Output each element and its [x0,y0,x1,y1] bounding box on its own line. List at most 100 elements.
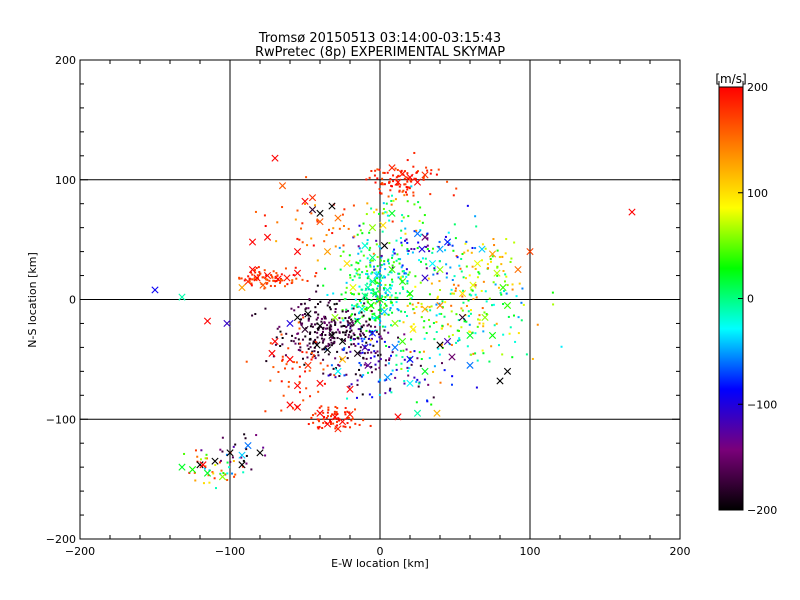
data-points [151,151,636,490]
data-point-dot [457,284,460,287]
data-point-dot [366,202,369,205]
data-point-dot [211,471,214,474]
data-point-dot [296,237,299,240]
data-point-dot [258,271,261,274]
data-point-dot [378,168,381,171]
data-point-dot [248,277,251,280]
data-point-x [323,346,332,354]
data-point-dot [391,304,394,307]
data-point-x [293,313,302,322]
data-point-dot [245,448,248,451]
data-point-dot [389,307,392,310]
data-point-dot [409,297,412,300]
data-point-dot [407,374,410,377]
data-point-dot [425,332,428,335]
data-point-dot [410,325,413,328]
data-point-dot [401,286,404,289]
data-point-x [391,319,399,328]
data-point-x [380,242,389,250]
data-point-dot [327,345,330,348]
data-point-dot [369,309,372,312]
data-point-dot [301,314,304,317]
data-point-dot [402,321,405,324]
data-point-dot [352,293,355,296]
data-point-dot [397,183,400,186]
data-point-dot [464,277,467,280]
data-point-dot [243,433,246,436]
data-point-x [323,248,332,256]
colorbar-tick-label: 0 [747,293,754,306]
data-point-dot [375,329,378,332]
data-point-dot [379,358,382,361]
data-point-dot [482,325,485,328]
data-point-x [263,233,272,241]
data-point-dot [379,310,382,313]
data-point-dot [451,375,454,378]
data-point-dot [362,254,365,257]
data-point-dot [387,273,390,276]
data-point-dot [312,354,315,357]
data-point-dot [383,263,386,266]
x-tick-label: 100 [520,545,541,558]
data-point-x [433,409,441,417]
data-point-dot [349,330,352,333]
data-point-dot [374,363,377,366]
data-point-dot [338,375,341,378]
data-point-dot [378,300,381,303]
data-point-dot [457,329,460,332]
data-point-dot [419,260,422,263]
data-point-x [380,307,389,316]
data-point-dot [322,372,325,375]
data-point-dot [240,456,243,459]
data-point-x [248,238,257,246]
data-point-dot [398,292,401,295]
data-point-dot [301,338,304,341]
data-point-dot [356,336,359,339]
y-axis-label: N-S location [km] [26,252,39,348]
data-point-dot [471,246,474,249]
data-point-dot [266,281,269,284]
data-point-dot [354,298,357,301]
data-point-dot [378,323,381,326]
data-point-dot [341,310,344,313]
data-point-dot [385,202,388,205]
data-point-dot [382,207,385,210]
data-point-dot [415,305,418,308]
data-point-dot [335,302,338,305]
data-point-x [278,182,287,190]
data-point-dot [310,351,313,354]
data-point-dot [517,332,520,335]
data-point-dot [397,272,400,275]
data-point-dot [261,276,264,279]
data-point-x [376,295,384,304]
data-point-dot [413,151,416,154]
data-point-dot [406,366,409,369]
data-point-dot [414,285,417,288]
data-point-dot [518,282,521,285]
x-axis-label: E-W location [km] [331,557,429,570]
data-point-dot [359,352,362,355]
data-point-dot [357,318,360,321]
data-point-dot [422,350,425,353]
data-point-dot [493,244,496,247]
data-point-dot [393,252,396,255]
data-point-dot [311,350,314,353]
data-point-x [367,301,375,310]
data-point-dot [370,371,373,374]
data-point-dot [396,308,399,311]
data-point-dot [476,276,479,279]
data-point-dot [405,176,408,179]
data-point-dot [293,361,296,364]
data-point-dot [438,260,441,263]
data-point-dot [301,222,304,225]
data-point-dot [382,171,385,174]
data-point-dot [379,353,382,356]
data-point-dot [310,353,313,356]
data-point-dot [348,411,351,414]
data-point-dot [355,261,358,264]
data-point-dot [392,261,395,264]
data-point-dot [391,266,394,269]
data-point-dot [421,257,424,260]
data-point-dot [357,252,360,255]
data-point-dot [287,385,290,388]
